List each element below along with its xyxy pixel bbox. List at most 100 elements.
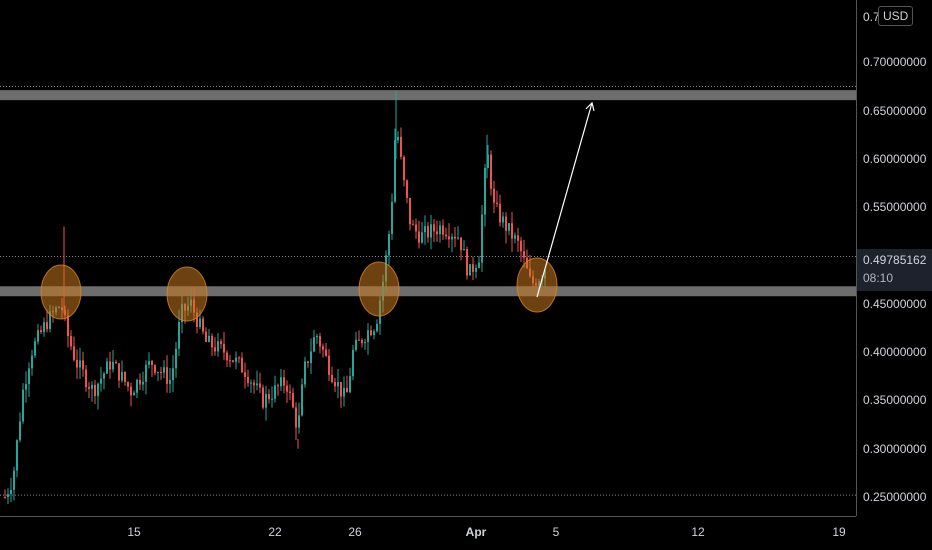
candle-body (109, 361, 111, 370)
price-chart[interactable] (0, 0, 856, 516)
time-axis[interactable]: 15 22 26 Apr 5 12 19 (0, 516, 856, 550)
candle-body (118, 363, 120, 381)
candle-body (217, 341, 219, 352)
candle-body (247, 376, 249, 384)
candle-body (307, 361, 309, 363)
candle-body (421, 232, 423, 243)
candle-body (505, 216, 507, 231)
price-tick-label: 0.25000000 (863, 490, 927, 504)
candle-body (286, 385, 288, 392)
candle-body (343, 387, 345, 397)
candle-body (436, 231, 438, 235)
candle-body (484, 167, 486, 215)
candle-body (79, 360, 81, 368)
candle-body (46, 322, 48, 330)
candle-body (145, 364, 147, 382)
current-price-label: 0.49785162 08:10 (857, 249, 932, 291)
price-tick-label: 0.35000000 (863, 393, 927, 408)
candle-body (133, 392, 135, 396)
candle-body (226, 352, 228, 361)
candle-body (139, 379, 141, 385)
candle-body (340, 381, 342, 397)
candle-body (517, 235, 519, 241)
highlight-circles (40, 257, 558, 322)
candle-body (13, 470, 15, 490)
candle-body (502, 216, 504, 223)
candle-body (265, 393, 267, 408)
candle-body (202, 318, 204, 332)
candle-body (85, 369, 87, 388)
candle-body (313, 337, 315, 352)
candle-body (205, 331, 207, 342)
candle-body (16, 440, 18, 471)
candle-body (160, 371, 162, 373)
candle-body (316, 336, 318, 338)
highlight-circle (166, 266, 208, 322)
candle-body (394, 140, 396, 202)
time-tick-label: 22 (268, 525, 282, 539)
candle-body (331, 374, 333, 382)
candle-body (262, 387, 264, 408)
candle-body (370, 330, 372, 336)
candle-body (328, 355, 330, 375)
candle-body (7, 494, 9, 498)
candle-body (178, 321, 180, 349)
candle-body (97, 383, 99, 397)
price-tick-label: 0.65000000 (863, 103, 927, 118)
candle-body (31, 355, 33, 369)
candle-body (400, 136, 402, 157)
candle-body (70, 336, 72, 347)
candle-body (271, 398, 273, 400)
candle-body (241, 357, 243, 373)
candle-body (211, 335, 213, 348)
candle-body (388, 234, 390, 256)
currency-unit-button[interactable]: USD (878, 6, 914, 26)
candle-body (352, 349, 354, 377)
candle-body (412, 224, 414, 226)
candle-body (310, 351, 312, 363)
candle-body (34, 341, 36, 356)
candle-body (415, 224, 417, 232)
candle-body (253, 382, 255, 386)
candle-body (298, 415, 300, 428)
candle-body (397, 136, 399, 141)
price-tick-label: 0.45000000 (863, 296, 927, 311)
candle-body (220, 341, 222, 344)
candle-body (391, 201, 393, 235)
candle-body (466, 249, 468, 276)
candle-body (469, 264, 471, 276)
candle-body (454, 236, 456, 239)
candle-body (115, 361, 117, 364)
candle-body (238, 357, 240, 359)
candle-body (493, 188, 495, 203)
candle-body (67, 315, 69, 337)
candle-body (136, 379, 138, 393)
highlight-circle (40, 264, 82, 320)
candle-body (430, 224, 432, 238)
candle-body (82, 360, 84, 370)
candle-body (442, 225, 444, 235)
candle-body (112, 361, 114, 370)
price-tick-label-partial: 0.7 (863, 10, 880, 24)
candle-body (427, 226, 429, 238)
candle-body (301, 384, 303, 416)
projection-arrow-head (585, 101, 595, 112)
bar-countdown: 08:10 (863, 271, 894, 285)
candle-body (304, 361, 306, 385)
candle-body (223, 343, 225, 353)
projection-arrow-line (536, 102, 593, 298)
candle-body (232, 360, 234, 362)
candle-body (157, 371, 159, 373)
candle-body (358, 339, 360, 341)
candle-body (19, 421, 21, 441)
candle-body (244, 372, 246, 377)
support-resistance-zones (0, 90, 856, 297)
candle-body (361, 340, 363, 344)
candle-body (76, 359, 78, 368)
candle-body (472, 264, 474, 272)
candle-body (424, 226, 426, 233)
candle-body (457, 237, 459, 239)
price-tick-label: 0.30000000 (863, 441, 927, 456)
candle-body (520, 240, 522, 252)
candle-body (37, 330, 39, 342)
